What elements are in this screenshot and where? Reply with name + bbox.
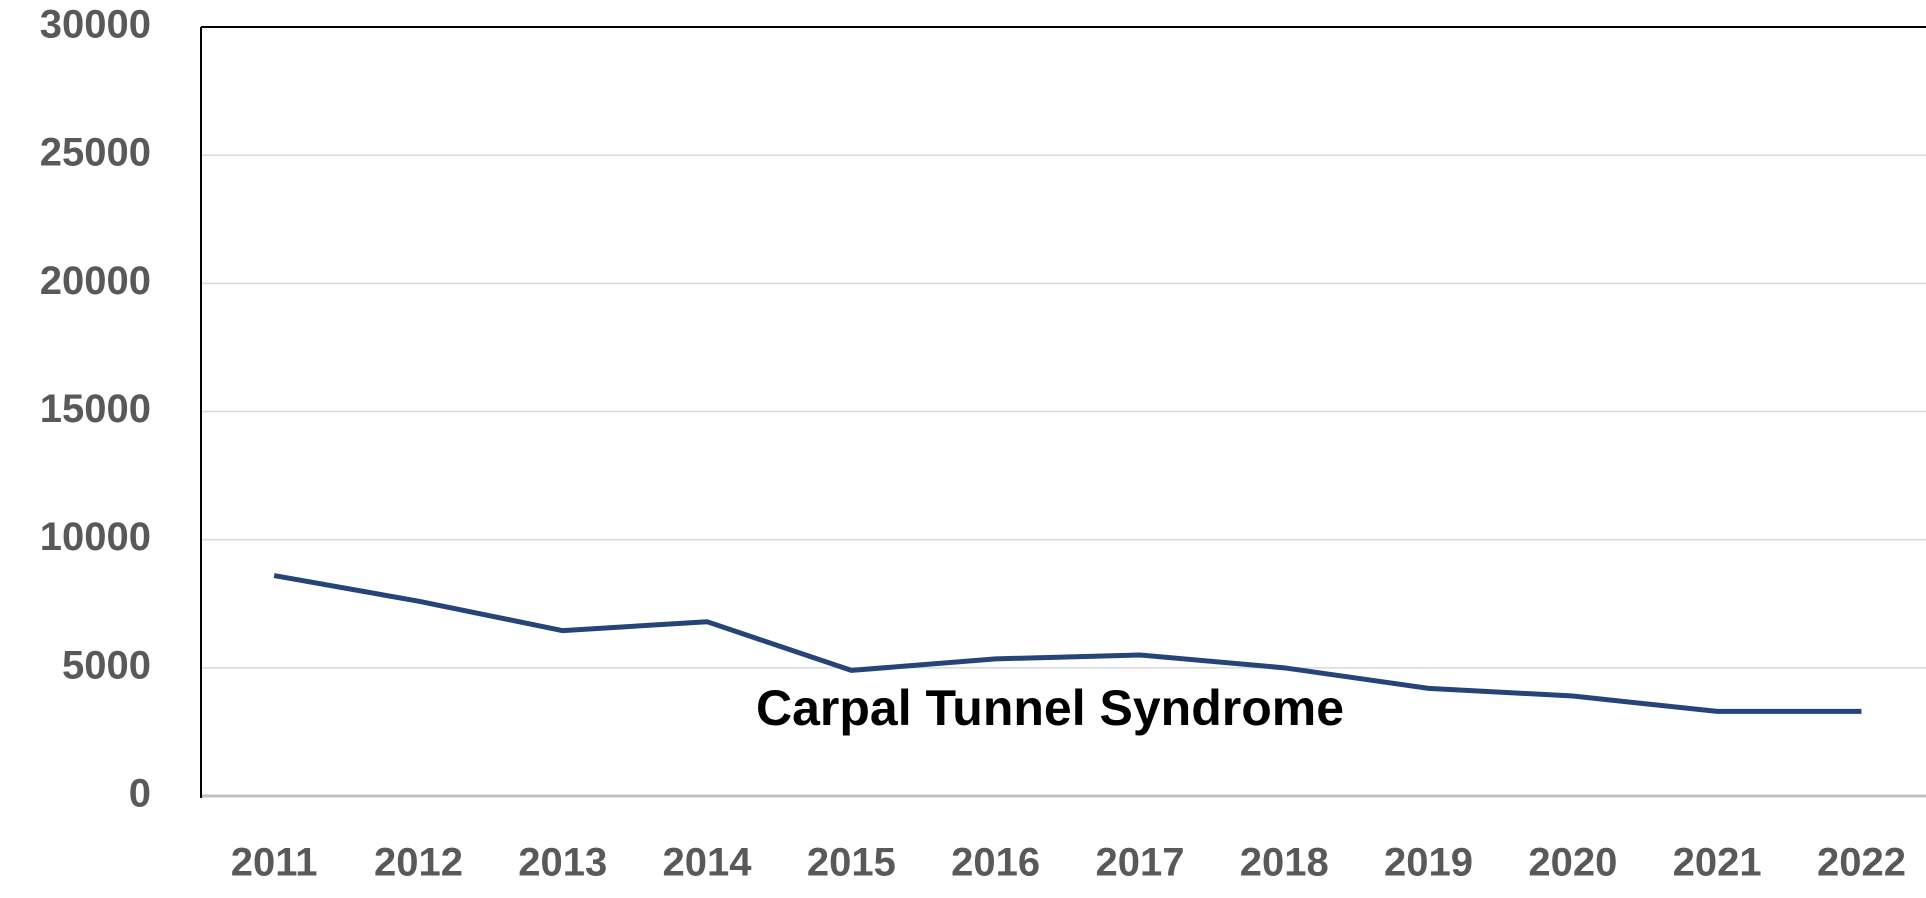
x-tick-label: 2019	[1384, 841, 1473, 885]
y-tick-label: 10000	[40, 515, 151, 559]
y-tick-label: 25000	[40, 131, 151, 175]
x-tick-label: 2013	[518, 841, 607, 885]
series-label: Carpal Tunnel Syndrome	[756, 680, 1344, 736]
x-tick-label: 2012	[374, 841, 463, 885]
x-tick-label: 2016	[951, 841, 1040, 885]
x-tick-label: 2020	[1528, 841, 1617, 885]
y-tick-label: 0	[129, 772, 151, 816]
y-tick-label: 15000	[40, 387, 151, 431]
y-tick-label: 20000	[40, 259, 151, 303]
y-tick-label: 5000	[62, 643, 151, 687]
x-tick-label: 2015	[807, 841, 896, 885]
x-tick-label: 2011	[231, 841, 318, 885]
x-tick-label: 2014	[663, 841, 753, 885]
x-tick-label: 2022	[1817, 841, 1906, 885]
series-line	[273, 573, 1862, 714]
y-tick-label: 30000	[40, 3, 151, 47]
x-tick-label: 2021	[1673, 841, 1762, 885]
x-tick-label: 2017	[1095, 841, 1184, 885]
x-tick-label: 2018	[1240, 841, 1329, 885]
